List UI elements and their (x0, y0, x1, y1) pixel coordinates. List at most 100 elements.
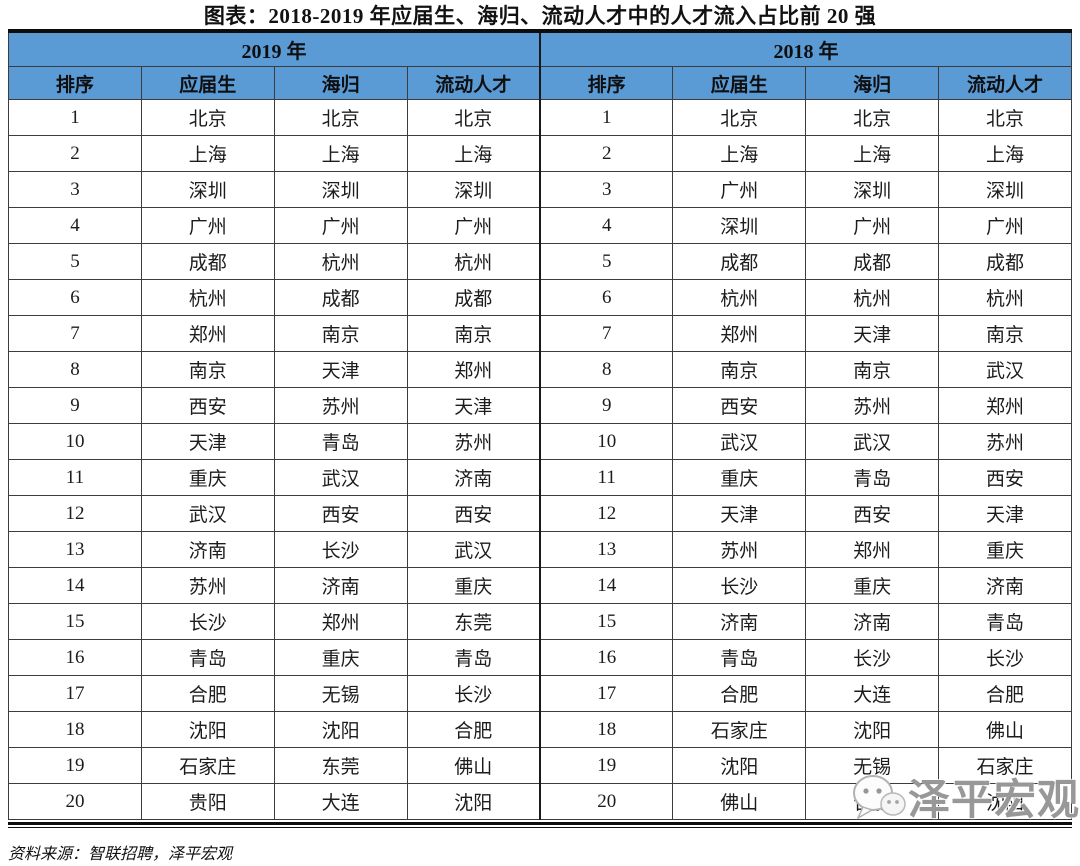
rank-cell: 15 (539, 603, 674, 640)
table-row: 2 上海 上海 上海 2 上海 上海 上海 (8, 135, 1072, 172)
city-cell: 长沙 (938, 639, 1072, 676)
table-row: 11 重庆 武汉 济南 11 重庆 青岛 西安 (8, 459, 1072, 496)
rank-cell: 3 (8, 171, 142, 208)
city-cell: 佛山 (406, 747, 541, 784)
city-cell: 苏州 (273, 387, 408, 424)
city-cell: 杭州 (140, 279, 275, 316)
year-header-2019: 2019 年 (8, 30, 541, 67)
table-body: 1 北京 北京 北京 1 北京 北京 北京 2 上海 上海 上海 2 上海 上海 上海 3 深圳 深圳 深圳 3 广州 深圳… (8, 99, 1072, 820)
city-cell: 南京 (672, 351, 807, 388)
city-cell: 西安 (805, 495, 940, 532)
table-bottom-rule (8, 822, 1072, 828)
city-cell: 天津 (273, 351, 408, 388)
city-cell: 长沙 (805, 639, 940, 676)
city-cell: 长沙 (672, 567, 807, 604)
city-cell: 苏州 (672, 531, 807, 568)
city-cell: 大连 (273, 783, 408, 820)
city-cell: 沈阳 (140, 711, 275, 748)
table-row: 12 武汉 西安 西安 12 天津 西安 天津 (8, 495, 1072, 532)
city-cell: 武汉 (672, 423, 807, 460)
rank-cell: 18 (539, 711, 674, 748)
table-row: 16 青岛 重庆 青岛 16 青岛 长沙 长沙 (8, 639, 1072, 676)
city-cell: 成都 (140, 243, 275, 280)
city-cell: 沈阳 (805, 711, 940, 748)
city-cell: 合肥 (672, 675, 807, 712)
city-cell: 深圳 (938, 171, 1072, 208)
city-cell: 杭州 (805, 279, 940, 316)
rank-cell: 17 (8, 675, 142, 712)
city-cell: 上海 (406, 135, 541, 172)
city-cell: 杭州 (406, 243, 541, 280)
rank-cell: 12 (8, 495, 142, 532)
rank-cell: 13 (539, 531, 674, 568)
city-cell: 无锡 (273, 675, 408, 712)
rank-cell: 10 (8, 423, 142, 460)
city-cell: 济南 (805, 603, 940, 640)
city-cell: 重庆 (273, 639, 408, 676)
column-header-7: 流动人才 (938, 66, 1072, 100)
column-header-3: 流动人才 (406, 66, 541, 100)
city-cell: 石家庄 (140, 747, 275, 784)
city-cell: 南京 (140, 351, 275, 388)
city-cell: 苏州 (140, 567, 275, 604)
city-cell: 天津 (805, 315, 940, 352)
city-cell: 贵阳 (140, 783, 275, 820)
city-cell: 深圳 (406, 171, 541, 208)
city-cell: 郑州 (805, 531, 940, 568)
rank-cell: 6 (539, 279, 674, 316)
rank-cell: 13 (8, 531, 142, 568)
city-cell: 武汉 (938, 351, 1072, 388)
rank-cell: 7 (8, 315, 142, 352)
city-cell: 杭州 (672, 279, 807, 316)
city-cell: 上海 (140, 135, 275, 172)
rank-cell: 16 (8, 639, 142, 676)
rank-cell: 19 (8, 747, 142, 784)
city-cell: 长沙 (273, 531, 408, 568)
city-cell: 东莞 (273, 747, 408, 784)
column-header-row: 排序 应届生 海归 流动人才 排序 应届生 海归 流动人才 (8, 66, 1072, 100)
column-header-2: 海归 (273, 66, 408, 100)
column-header-6: 海归 (805, 66, 940, 100)
city-cell: 苏州 (805, 387, 940, 424)
city-cell: 天津 (672, 495, 807, 532)
city-cell: 合肥 (805, 783, 940, 820)
rank-cell: 3 (539, 171, 674, 208)
city-cell: 武汉 (140, 495, 275, 532)
city-cell: 深圳 (140, 171, 275, 208)
city-cell: 天津 (406, 387, 541, 424)
rank-cell: 2 (8, 135, 142, 172)
rank-cell: 20 (8, 783, 142, 820)
city-cell: 佛山 (672, 783, 807, 820)
table-row: 17 合肥 无锡 长沙 17 合肥 大连 合肥 (8, 675, 1072, 712)
rank-cell: 16 (539, 639, 674, 676)
table-row: 6 杭州 成都 成都 6 杭州 杭州 杭州 (8, 279, 1072, 316)
city-cell: 沈阳 (672, 747, 807, 784)
rank-cell: 18 (8, 711, 142, 748)
table-row: 9 西安 苏州 天津 9 西安 苏州 郑州 (8, 387, 1072, 424)
column-header-4: 排序 (539, 66, 674, 100)
rank-cell: 4 (539, 207, 674, 244)
city-cell: 苏州 (938, 423, 1072, 460)
city-cell: 郑州 (273, 603, 408, 640)
city-cell: 郑州 (140, 315, 275, 352)
table-row: 5 成都 杭州 杭州 5 成都 成都 成都 (8, 243, 1072, 280)
city-cell: 济南 (140, 531, 275, 568)
year-header-2018: 2018 年 (539, 30, 1072, 67)
city-cell: 天津 (938, 495, 1072, 532)
source-note: 资料来源：智联招聘，泽平宏观 (8, 846, 233, 863)
rank-cell: 12 (539, 495, 674, 532)
rank-cell: 6 (8, 279, 142, 316)
city-cell: 长沙 (406, 675, 541, 712)
table-row: 4 广州 广州 广州 4 深圳 广州 广州 (8, 207, 1072, 244)
city-cell: 广州 (672, 171, 807, 208)
table-row: 13 济南 长沙 武汉 13 苏州 郑州 重庆 (8, 531, 1072, 568)
city-cell: 无锡 (805, 747, 940, 784)
city-cell: 合肥 (406, 711, 541, 748)
city-cell: 济南 (273, 567, 408, 604)
city-cell: 石家庄 (672, 711, 807, 748)
rank-cell: 9 (8, 387, 142, 424)
city-cell: 重庆 (406, 567, 541, 604)
city-cell: 上海 (672, 135, 807, 172)
city-cell: 沈阳 (938, 783, 1072, 820)
city-cell: 青岛 (273, 423, 408, 460)
